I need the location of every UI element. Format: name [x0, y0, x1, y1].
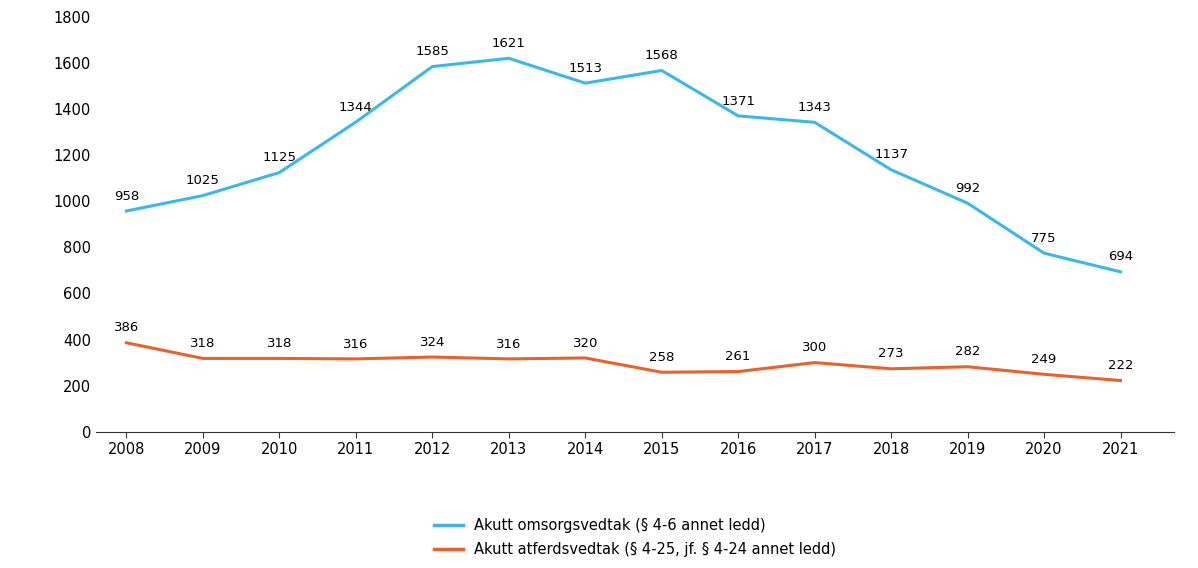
Text: 1585: 1585: [416, 45, 449, 59]
Akutt omsorgsvedtak (§ 4-6 annet ledd): [502, 55, 516, 62]
Akutt atferdsvedtak (§ 4-25, jf. § 4-24 annet ledd): [195, 355, 210, 362]
Akutt atferdsvedtak (§ 4-25, jf. § 4-24 annet ledd): [1036, 371, 1051, 378]
Text: 282: 282: [955, 345, 980, 358]
Line: Akutt omsorgsvedtak (§ 4-6 annet ledd): Akutt omsorgsvedtak (§ 4-6 annet ledd): [127, 59, 1120, 272]
Akutt atferdsvedtak (§ 4-25, jf. § 4-24 annet ledd): [731, 368, 745, 375]
Akutt atferdsvedtak (§ 4-25, jf. § 4-24 annet ledd): [1113, 377, 1127, 384]
Text: 222: 222: [1108, 359, 1133, 372]
Akutt omsorgsvedtak (§ 4-6 annet ledd): [884, 166, 898, 173]
Text: 273: 273: [878, 348, 903, 361]
Text: 324: 324: [419, 336, 444, 349]
Text: 992: 992: [955, 182, 980, 195]
Akutt omsorgsvedtak (§ 4-6 annet ledd): [425, 63, 440, 70]
Text: 316: 316: [496, 337, 521, 350]
Akutt atferdsvedtak (§ 4-25, jf. § 4-24 annet ledd): [502, 356, 516, 362]
Text: 318: 318: [190, 337, 216, 350]
Text: 1568: 1568: [645, 49, 678, 62]
Line: Akutt atferdsvedtak (§ 4-25, jf. § 4-24 annet ledd): Akutt atferdsvedtak (§ 4-25, jf. § 4-24 …: [127, 343, 1120, 381]
Akutt omsorgsvedtak (§ 4-6 annet ledd): [654, 67, 668, 74]
Akutt omsorgsvedtak (§ 4-6 annet ledd): [579, 80, 593, 86]
Text: 318: 318: [267, 337, 292, 350]
Text: 320: 320: [573, 337, 598, 350]
Akutt atferdsvedtak (§ 4-25, jf. § 4-24 annet ledd): [120, 339, 134, 346]
Text: 1513: 1513: [568, 62, 603, 75]
Akutt atferdsvedtak (§ 4-25, jf. § 4-24 annet ledd): [884, 365, 898, 372]
Akutt omsorgsvedtak (§ 4-6 annet ledd): [1113, 269, 1127, 275]
Text: 775: 775: [1031, 232, 1057, 245]
Akutt omsorgsvedtak (§ 4-6 annet ledd): [731, 112, 745, 119]
Akutt omsorgsvedtak (§ 4-6 annet ledd): [1036, 250, 1051, 257]
Text: 1343: 1343: [798, 101, 831, 114]
Text: 386: 386: [114, 321, 139, 335]
Text: 300: 300: [801, 341, 828, 354]
Akutt atferdsvedtak (§ 4-25, jf. § 4-24 annet ledd): [961, 364, 975, 370]
Akutt omsorgsvedtak (§ 4-6 annet ledd): [961, 200, 975, 207]
Text: 316: 316: [343, 337, 369, 350]
Akutt atferdsvedtak (§ 4-25, jf. § 4-24 annet ledd): [807, 359, 822, 366]
Text: 958: 958: [114, 190, 139, 203]
Text: 261: 261: [726, 350, 751, 363]
Akutt atferdsvedtak (§ 4-25, jf. § 4-24 annet ledd): [425, 354, 440, 361]
Akutt omsorgsvedtak (§ 4-6 annet ledd): [120, 207, 134, 214]
Text: 1125: 1125: [262, 151, 296, 164]
Akutt omsorgsvedtak (§ 4-6 annet ledd): [195, 192, 210, 199]
Text: 258: 258: [649, 351, 674, 364]
Akutt atferdsvedtak (§ 4-25, jf. § 4-24 annet ledd): [349, 356, 363, 362]
Text: 1025: 1025: [186, 174, 219, 187]
Legend: Akutt omsorgsvedtak (§ 4-6 annet ledd), Akutt atferdsvedtak (§ 4-25, jf. § 4-24 : Akutt omsorgsvedtak (§ 4-6 annet ledd), …: [434, 519, 836, 557]
Text: 1621: 1621: [492, 37, 526, 50]
Akutt omsorgsvedtak (§ 4-6 annet ledd): [349, 119, 363, 126]
Akutt omsorgsvedtak (§ 4-6 annet ledd): [807, 119, 822, 126]
Text: 1344: 1344: [339, 101, 373, 114]
Text: 1137: 1137: [875, 148, 908, 161]
Akutt atferdsvedtak (§ 4-25, jf. § 4-24 annet ledd): [579, 354, 593, 361]
Text: 694: 694: [1108, 250, 1133, 264]
Akutt omsorgsvedtak (§ 4-6 annet ledd): [272, 169, 286, 176]
Text: 1371: 1371: [721, 94, 755, 107]
Akutt atferdsvedtak (§ 4-25, jf. § 4-24 annet ledd): [272, 355, 286, 362]
Text: 249: 249: [1031, 353, 1057, 366]
Akutt atferdsvedtak (§ 4-25, jf. § 4-24 annet ledd): [654, 369, 668, 375]
